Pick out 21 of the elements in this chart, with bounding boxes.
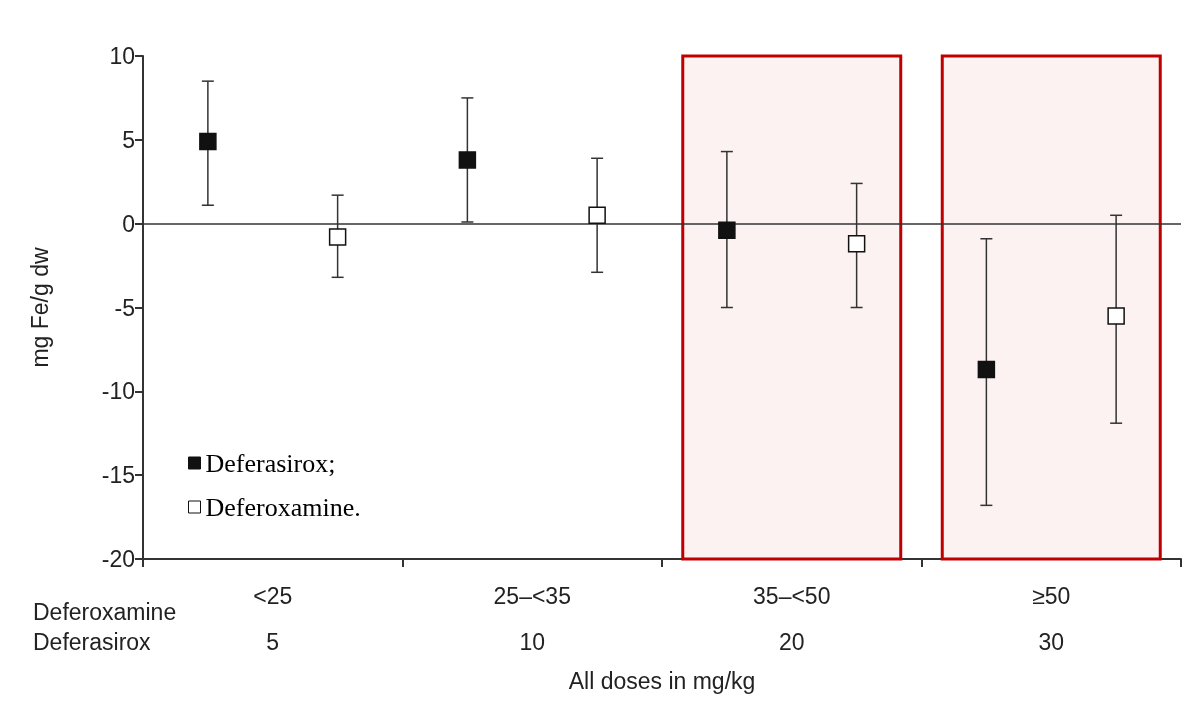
- x-tick-label: <25: [253, 582, 293, 609]
- y-tick-label: -10: [101, 378, 135, 405]
- y-tick-label: -5: [114, 294, 135, 321]
- y-tick-label: -15: [101, 462, 135, 489]
- y-tick-label: 5: [122, 126, 135, 153]
- x-axis-title: All doses in mg/kg: [568, 667, 756, 694]
- y-tick-label: 10: [109, 43, 135, 69]
- x-tick-label: ≥50: [1032, 582, 1071, 609]
- x-tick-label: 25–<35: [493, 582, 571, 609]
- text: 10: [519, 628, 546, 655]
- y-tick-label: 0: [122, 210, 135, 237]
- text: 20: [778, 628, 805, 655]
- x-tick-label: 35–<50: [753, 582, 831, 609]
- text: 5: [266, 628, 280, 655]
- legend-label: Deferoxamine.: [205, 492, 361, 522]
- text: 30: [1038, 628, 1065, 655]
- y-axis-title: mg Fe/g dw: [26, 247, 53, 368]
- y-tick-label: -20: [101, 546, 135, 572]
- text: Deferasirox: [33, 628, 152, 655]
- legend-label: Deferasirox;: [205, 448, 336, 478]
- text: Deferoxamine: [33, 598, 177, 625]
